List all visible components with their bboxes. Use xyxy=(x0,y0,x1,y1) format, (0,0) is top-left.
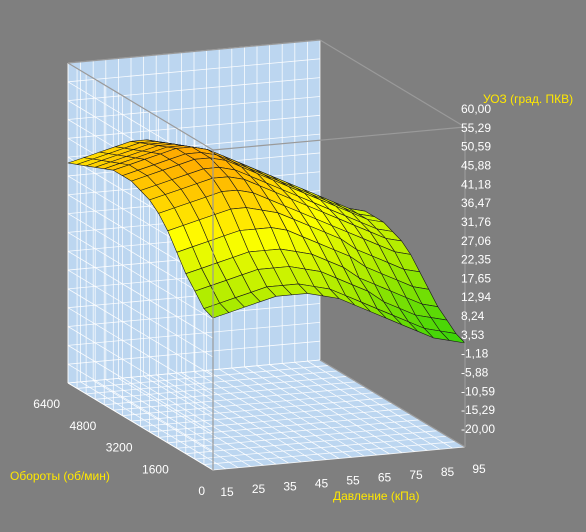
x-tick-label: 95 xyxy=(472,462,486,476)
x-tick-label: 35 xyxy=(283,479,297,493)
floor-grid-line xyxy=(212,446,466,471)
y-tick-label: 1600 xyxy=(142,462,169,476)
z-tick-label: 8,24 xyxy=(461,309,485,323)
z-tick-label: -15,29 xyxy=(461,403,495,417)
x-tick-label: 65 xyxy=(378,471,392,485)
surface-mesh xyxy=(67,139,466,344)
z-axis-ticks: 60,00 55,29 50,59 45,88 41,18 36,47 31,76 27,06… xyxy=(461,102,495,436)
left-grid-line xyxy=(67,213,214,301)
floor-grid-line xyxy=(95,375,348,400)
back-grid-line xyxy=(67,96,321,120)
z-tick-label: 17,65 xyxy=(461,271,491,285)
floor-grid-line xyxy=(140,403,393,427)
floor-grid-line xyxy=(131,397,384,422)
left-grid-line xyxy=(67,288,214,377)
floor-grid-line xyxy=(167,419,420,444)
left-grid-line xyxy=(67,326,214,414)
z-tick-label: -20,00 xyxy=(461,422,495,436)
z-tick-label: 22,35 xyxy=(461,253,491,267)
z-tick-label: -1,18 xyxy=(461,347,489,361)
left-grid-line xyxy=(67,232,214,320)
back-grid-line xyxy=(67,114,321,139)
z-tick-label: 45,88 xyxy=(461,158,491,172)
box-edge xyxy=(319,39,466,128)
floor-grid-line xyxy=(77,365,330,389)
floor-grid-line xyxy=(104,381,357,406)
box-edge xyxy=(67,39,321,64)
z-tick-label: 36,47 xyxy=(461,196,491,210)
left-grid-line xyxy=(67,382,214,471)
back-grid-line xyxy=(67,321,321,346)
z-tick-label: 31,76 xyxy=(461,215,491,229)
z-tick-label: 60,00 xyxy=(461,102,491,116)
plot-box-edges xyxy=(67,39,466,470)
y-tick-label: 6400 xyxy=(33,397,60,411)
left-grid-line xyxy=(67,345,214,433)
x-tick-label: 15 xyxy=(220,485,234,499)
floor-grid-line xyxy=(113,386,366,411)
z-tick-label: 55,29 xyxy=(461,121,491,135)
x-tick-label: 55 xyxy=(346,474,360,488)
x-axis-title: Давление (кПа) xyxy=(333,489,419,503)
y-tick-label: 0 xyxy=(198,484,205,498)
x-axis-ticks: 15 25 35 45 55 65 75 85 95 xyxy=(220,462,486,499)
y-axis-title: Обороты (об/мин) xyxy=(10,469,110,483)
floor-grid-line xyxy=(176,424,429,449)
floor-grid-line xyxy=(122,392,375,417)
box-edge xyxy=(67,62,214,151)
back-grid-line xyxy=(67,77,321,102)
y-axis-ticks: 0 1600 3200 4800 6400 xyxy=(33,397,205,498)
floor-grid-line xyxy=(194,435,447,460)
box-edge xyxy=(212,126,466,151)
left-grid-line xyxy=(67,250,214,339)
left-grid-line xyxy=(67,269,214,358)
x-tick-label: 85 xyxy=(441,465,455,479)
left-grid-line xyxy=(67,363,214,452)
box-edge xyxy=(319,359,466,448)
back-grid-line xyxy=(67,58,321,83)
floor-grid-line xyxy=(185,430,438,455)
back-grid-line xyxy=(67,340,321,365)
z-axis-title: УОЗ (град. ПКВ) xyxy=(483,92,573,106)
z-tick-label: -10,59 xyxy=(461,384,495,398)
back-grid-line xyxy=(67,359,321,384)
z-tick-label: 27,06 xyxy=(461,234,491,248)
left-grid-line xyxy=(67,307,214,396)
z-tick-label: 50,59 xyxy=(461,140,491,154)
y-tick-label: 4800 xyxy=(70,419,97,433)
surface-cell xyxy=(439,330,466,344)
z-tick-label: 3,53 xyxy=(461,328,485,342)
x-tick-label: 75 xyxy=(409,468,423,482)
floor-grid-line xyxy=(149,408,402,433)
floor-grid-line xyxy=(86,370,339,395)
floor-grid-line xyxy=(203,441,456,465)
x-tick-label: 45 xyxy=(315,476,329,490)
y-tick-label: 3200 xyxy=(106,441,133,455)
back-grid-line xyxy=(67,303,321,327)
z-tick-label: 41,18 xyxy=(461,177,491,191)
x-tick-label: 25 xyxy=(252,482,266,496)
z-tick-label: 12,94 xyxy=(461,290,491,304)
z-tick-label: -5,88 xyxy=(461,366,489,380)
floor-grid-line xyxy=(158,413,411,438)
